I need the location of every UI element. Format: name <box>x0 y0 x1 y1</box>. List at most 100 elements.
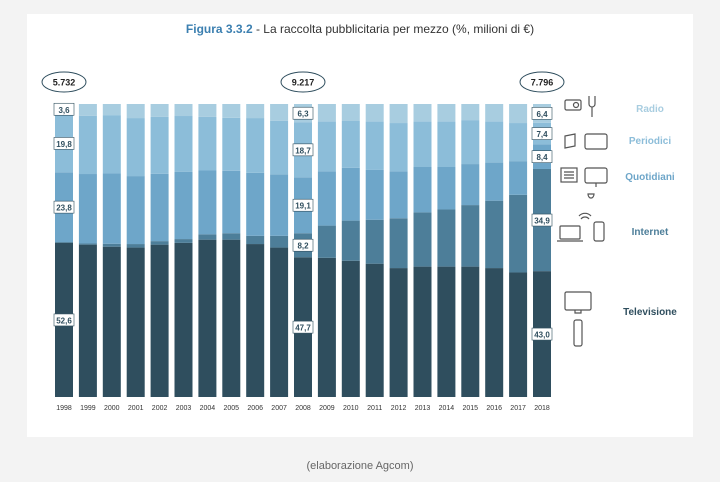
tv-screen <box>564 291 592 311</box>
data-label-box <box>53 200 75 214</box>
figure-caption: - La raccolta pubblicitaria per mezzo (%… <box>252 22 535 36</box>
bar-segment-quotidiani <box>102 173 121 244</box>
bar-segment-periodici <box>509 123 528 162</box>
bar-segment-televisione <box>246 244 265 397</box>
bar-segment-televisione <box>78 244 97 397</box>
bar-segment-quotidiani <box>413 166 432 213</box>
x-tick-label: 2014 <box>439 405 455 412</box>
tv-stand <box>574 310 582 314</box>
chart-title: Figura 3.3.2 - La raccolta pubblicitaria… <box>0 22 720 36</box>
x-tick-label: 2010 <box>343 405 359 412</box>
bar-segment-televisione <box>365 263 384 397</box>
x-tick-label: 2012 <box>391 405 407 412</box>
bar-segment-periodici <box>461 120 480 165</box>
data-label-box <box>292 143 314 157</box>
bar-segment-radio <box>389 104 408 124</box>
mouse-shape <box>587 193 595 199</box>
x-tick-label: 2001 <box>128 405 144 412</box>
bar-segment-periodici <box>198 116 217 171</box>
bar-segment-televisione <box>485 268 504 397</box>
bar-segment-internet <box>413 212 432 267</box>
bar-2013 <box>413 104 432 397</box>
data-label-text: 8,2 <box>297 242 309 251</box>
bar-segment-quotidiani <box>246 172 265 236</box>
bar-segment-periodici <box>317 121 336 172</box>
bar-segment-quotidiani <box>437 166 456 210</box>
bar-segment-internet <box>341 220 360 261</box>
data-label: 3,6 <box>53 102 75 116</box>
x-tick-label: 2000 <box>104 405 120 412</box>
data-label-box <box>531 150 553 163</box>
legend-item-internet: Internet <box>557 212 669 242</box>
total-callout: 7.796 <box>519 71 565 93</box>
data-label-box <box>53 137 75 150</box>
data-label-text: 6,4 <box>536 110 548 119</box>
bar-segment-quotidiani <box>126 176 145 245</box>
bar-2005 <box>222 104 241 397</box>
data-label: 8,4 <box>531 150 553 163</box>
total-ellipse <box>519 71 565 93</box>
bar-segment-quotidiani <box>341 167 360 221</box>
x-tick-label: 2017 <box>510 405 526 412</box>
data-label-box <box>53 102 75 116</box>
legend-label: Periodici <box>629 136 671 147</box>
bar-segment-internet <box>270 235 289 248</box>
legend-label: Radio <box>636 104 664 115</box>
x-tick-label: 2018 <box>534 405 550 412</box>
bar-2016 <box>485 104 504 397</box>
x-tick-label: 2007 <box>271 405 287 412</box>
bar-2007 <box>270 104 289 397</box>
data-label: 6,4 <box>531 107 553 120</box>
bar-2006 <box>246 104 265 397</box>
bar-segment-internet <box>222 233 241 240</box>
bar-segment-internet <box>437 209 456 267</box>
x-tick-label: 2009 <box>319 405 335 412</box>
legend-item-quotidiani: Quotidiani <box>560 167 675 199</box>
data-label: 8,2 <box>292 238 314 252</box>
legend-label: Internet <box>632 227 669 238</box>
bar-segment-quotidiani <box>461 164 480 206</box>
data-label-text: 47,7 <box>295 324 311 333</box>
data-label: 6,3 <box>292 106 314 120</box>
data-label-text: 34,9 <box>534 217 550 226</box>
bar-segment-radio <box>78 104 97 116</box>
data-label: 52,6 <box>53 313 75 327</box>
bar-segment-radio <box>317 104 336 122</box>
data-label-text: 19,1 <box>295 202 311 211</box>
data-label-box <box>531 213 553 227</box>
bar-segment-periodici <box>413 121 432 167</box>
x-tick-label: 2011 <box>367 405 382 412</box>
total-value: 5.732 <box>53 78 76 88</box>
laptop-screen <box>559 225 581 240</box>
bar-segment-internet <box>102 243 121 247</box>
data-label-text: 52,6 <box>56 316 72 325</box>
bar-segment-televisione <box>150 244 169 397</box>
radio-icon <box>564 96 596 117</box>
bar-segment-radio <box>222 104 241 118</box>
bar-segment-periodici <box>270 120 289 175</box>
bar-segment-radio <box>509 104 528 124</box>
bar-segment-internet <box>174 239 193 243</box>
bar-segment-televisione <box>102 246 121 397</box>
bar-segment-radio <box>437 104 456 122</box>
bar-segment-televisione <box>174 242 193 397</box>
total-ellipse <box>41 71 87 93</box>
bar-segment-internet <box>78 243 97 245</box>
data-label-text: 19,8 <box>56 140 72 149</box>
bar-2015 <box>461 104 480 397</box>
bar-segment-internet <box>198 234 217 240</box>
data-label-text: 18,7 <box>295 146 311 155</box>
bar-segment-televisione <box>413 266 432 397</box>
newspaper-lines <box>564 171 574 179</box>
bar-2001 <box>126 104 145 397</box>
bar-2003 <box>174 104 193 397</box>
x-tick-label: 2015 <box>463 405 479 412</box>
data-label-box <box>531 107 553 120</box>
bar-segment-radio <box>270 104 289 121</box>
wifi-arcs <box>578 212 592 220</box>
bar-1999 <box>78 104 97 397</box>
bar-segment-periodici <box>102 115 121 174</box>
legend-item-radio: Radio <box>564 96 664 117</box>
bar-segment-radio <box>461 104 480 121</box>
